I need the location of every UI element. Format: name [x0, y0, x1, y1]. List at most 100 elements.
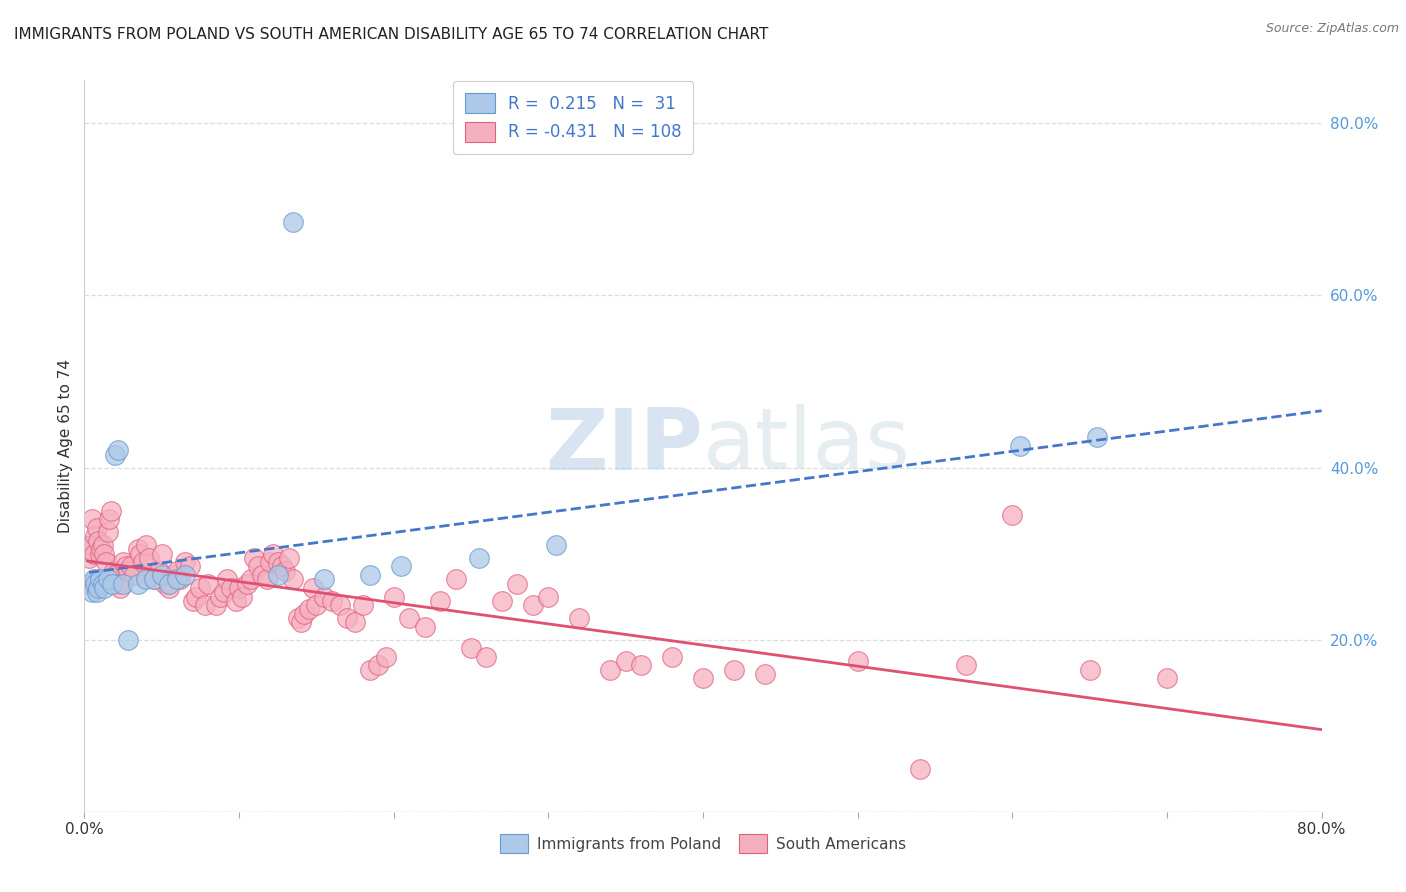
- Point: [96, 573, 118, 587]
- Point: [367, 658, 389, 673]
- Point: [90, 542, 112, 557]
- Point: [184, 590, 207, 604]
- Point: [661, 649, 683, 664]
- Point: [120, 559, 142, 574]
- Point: [240, 573, 263, 587]
- Point: [287, 611, 309, 625]
- Point: [546, 538, 568, 552]
- Point: [82, 512, 104, 526]
- Point: [1087, 430, 1109, 444]
- Point: [692, 671, 714, 685]
- Point: [413, 620, 436, 634]
- Point: [209, 590, 232, 604]
- Point: [360, 568, 382, 582]
- Point: [83, 547, 105, 561]
- Point: [93, 581, 115, 595]
- Point: [215, 573, 238, 587]
- Point: [91, 538, 114, 552]
- Point: [250, 568, 273, 582]
- Point: [274, 564, 297, 578]
- Point: [1156, 671, 1178, 685]
- Point: [305, 598, 328, 612]
- Point: [89, 547, 111, 561]
- Point: [96, 524, 118, 539]
- Point: [166, 564, 188, 578]
- Point: [104, 448, 127, 462]
- Point: [138, 550, 160, 565]
- Point: [129, 547, 152, 561]
- Point: [181, 594, 204, 608]
- Point: [235, 576, 259, 591]
- Point: [568, 611, 591, 625]
- Point: [352, 598, 374, 612]
- Point: [163, 568, 186, 582]
- Point: [115, 559, 138, 574]
- Point: [107, 576, 129, 591]
- Point: [101, 576, 124, 591]
- Point: [153, 576, 176, 591]
- Point: [537, 590, 560, 604]
- Point: [127, 542, 149, 557]
- Point: [179, 559, 201, 574]
- Point: [262, 547, 284, 561]
- Text: Source: ZipAtlas.com: Source: ZipAtlas.com: [1265, 22, 1399, 36]
- Point: [321, 594, 343, 608]
- Point: [343, 615, 366, 630]
- Point: [1008, 439, 1031, 453]
- Point: [723, 663, 745, 677]
- Point: [87, 533, 110, 548]
- Point: [112, 555, 135, 569]
- Point: [374, 649, 398, 664]
- Point: [467, 550, 491, 565]
- Point: [281, 215, 305, 229]
- Point: [246, 559, 269, 574]
- Point: [91, 576, 114, 591]
- Point: [83, 573, 105, 587]
- Point: [132, 555, 155, 569]
- Point: [312, 590, 335, 604]
- Point: [522, 598, 544, 612]
- Point: [1078, 663, 1101, 677]
- Point: [256, 573, 278, 587]
- Point: [614, 654, 637, 668]
- Point: [302, 581, 325, 595]
- Point: [243, 550, 266, 565]
- Point: [166, 573, 188, 587]
- Point: [103, 564, 125, 578]
- Point: [117, 632, 139, 647]
- Point: [84, 576, 107, 591]
- Point: [150, 568, 173, 582]
- Point: [1001, 508, 1024, 522]
- Point: [277, 550, 299, 565]
- Point: [148, 564, 170, 578]
- Point: [292, 607, 315, 621]
- Point: [491, 594, 513, 608]
- Point: [231, 590, 253, 604]
- Point: [389, 559, 413, 574]
- Text: IMMIGRANTS FROM POLAND VS SOUTH AMERICAN DISABILITY AGE 65 TO 74 CORRELATION CHA: IMMIGRANTS FROM POLAND VS SOUTH AMERICAN…: [14, 27, 769, 42]
- Point: [77, 576, 100, 591]
- Point: [205, 598, 228, 612]
- Point: [84, 529, 107, 543]
- Point: [86, 521, 108, 535]
- Point: [108, 581, 131, 595]
- Point: [143, 573, 166, 587]
- Point: [475, 649, 498, 664]
- Legend: Immigrants from Poland, South Americans: Immigrants from Poland, South Americans: [494, 828, 912, 859]
- Point: [107, 443, 129, 458]
- Point: [225, 594, 247, 608]
- Point: [336, 611, 359, 625]
- Point: [100, 503, 122, 517]
- Point: [271, 559, 294, 574]
- Point: [630, 658, 652, 673]
- Point: [212, 585, 235, 599]
- Point: [599, 663, 621, 677]
- Point: [98, 512, 121, 526]
- Point: [429, 594, 451, 608]
- Point: [188, 581, 211, 595]
- Point: [159, 576, 180, 591]
- Point: [219, 581, 242, 595]
- Point: [267, 568, 290, 582]
- Point: [444, 573, 467, 587]
- Point: [328, 598, 352, 612]
